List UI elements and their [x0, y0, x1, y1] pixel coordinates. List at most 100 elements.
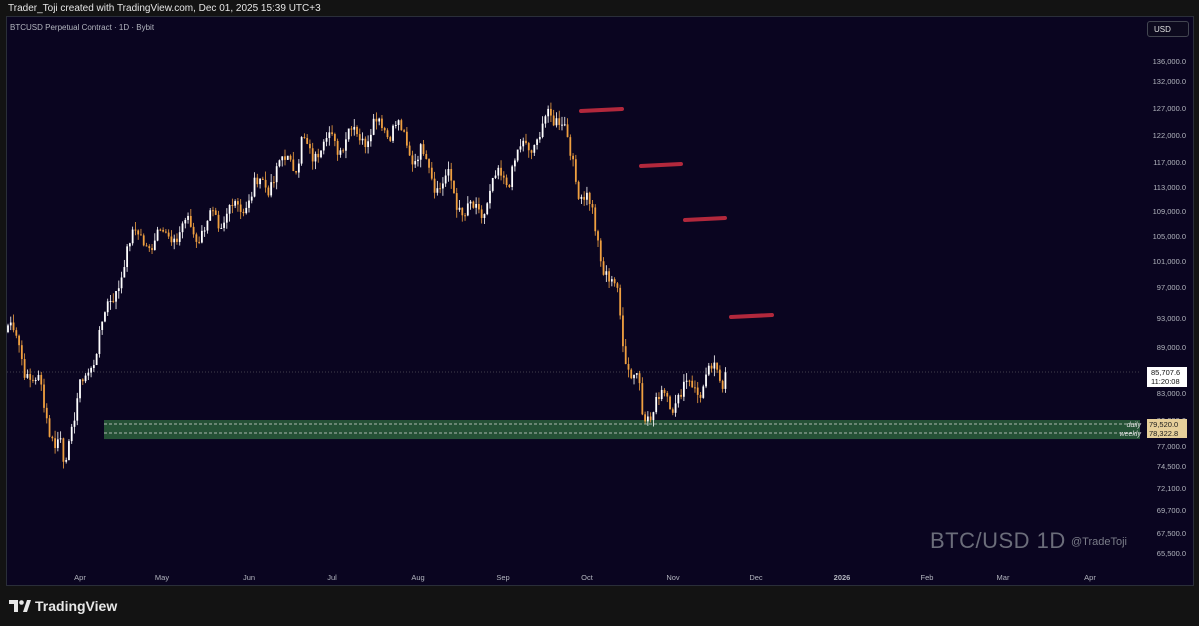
candle-body [112, 300, 115, 302]
candle-body [682, 381, 685, 397]
candle-body [223, 222, 225, 228]
candle-body [644, 414, 646, 422]
y-tick-label: 74,500.0 [1157, 462, 1186, 471]
symbol-title[interactable]: BTCUSD Perpetual Contract · 1D · Bybit [10, 23, 155, 32]
candle-body [369, 134, 372, 142]
candle-body [59, 438, 62, 440]
candle-body [605, 271, 608, 275]
candle-body [527, 143, 530, 151]
candle-body [702, 386, 705, 398]
candle-body [663, 389, 666, 394]
candle-body [525, 140, 527, 144]
candle-body [361, 138, 364, 141]
candle-body [106, 301, 109, 313]
candle-body [187, 215, 189, 220]
candle-body [176, 238, 178, 242]
candle-body [303, 137, 306, 139]
candle-body [286, 155, 289, 160]
resistance-mark [639, 162, 683, 168]
candle-body [724, 372, 727, 389]
candle-body [563, 124, 566, 126]
candle-body [184, 219, 187, 224]
candle-body [649, 416, 652, 421]
candle-body [181, 223, 184, 233]
candle-body [12, 322, 15, 331]
candle-body [616, 283, 619, 288]
candle-body [87, 372, 90, 376]
level-badge-weekly [1147, 428, 1187, 438]
y-tick-label: 69,700.0 [1157, 506, 1186, 515]
candle-body [417, 159, 419, 162]
candle-body [577, 181, 580, 199]
candle-body [705, 374, 707, 387]
x-tick-label: Apr [1084, 573, 1096, 582]
candle-body [558, 118, 561, 125]
x-tick-label: Sep [496, 573, 509, 582]
candle-body [317, 153, 320, 158]
candle-body [126, 246, 129, 268]
candle-body [26, 374, 29, 378]
candle-body [234, 201, 237, 206]
candle-body [400, 120, 403, 131]
candle-body [281, 156, 284, 161]
candle-body [248, 200, 250, 208]
x-tick-label: Jul [327, 573, 337, 582]
candle-body [422, 144, 425, 155]
candle-body [408, 145, 411, 156]
y-tick-label: 105,000.0 [1153, 232, 1186, 241]
candle-body [660, 389, 663, 400]
candle-body [131, 229, 134, 244]
candle-body [694, 387, 696, 389]
candle-body [90, 368, 92, 373]
candle-body [489, 190, 491, 204]
tradingview-logo[interactable]: TradingView [9, 598, 117, 614]
candle-body [201, 230, 203, 243]
candle-body [710, 365, 713, 369]
candle-body [613, 279, 616, 284]
x-tick-label: Jun [243, 573, 255, 582]
x-tick-label: Oct [581, 573, 594, 582]
candle-body [347, 128, 350, 140]
x-tick-label: Nov [666, 573, 680, 582]
candle-body [514, 160, 516, 167]
y-tick-label: 89,000.0 [1157, 343, 1186, 352]
candle-body [691, 380, 694, 388]
candle-body [68, 441, 70, 461]
candle-body [167, 232, 170, 237]
candle-body [597, 231, 599, 241]
last-price-value: 85,707.6 [1151, 368, 1180, 377]
x-tick-label: Mar [997, 573, 1010, 582]
candle-body [522, 140, 525, 147]
candle-body [34, 380, 37, 382]
candle-body [677, 394, 680, 404]
currency-button[interactable]: USD [1147, 21, 1189, 37]
candle-body [433, 178, 436, 193]
candle-body [65, 460, 68, 462]
x-tick-label: Feb [921, 573, 934, 582]
candle-body [142, 235, 145, 246]
candle-body [189, 215, 192, 227]
candle-body [453, 180, 455, 194]
candle-body [40, 374, 43, 385]
level-label-daily: daily [1127, 422, 1142, 429]
candle-body [680, 394, 683, 397]
y-tick-label: 97,000.0 [1157, 283, 1186, 292]
candle-body [455, 193, 458, 210]
candle-body [18, 335, 20, 346]
candle-body [491, 177, 494, 191]
candle-body [220, 227, 223, 229]
candle-body [104, 312, 106, 322]
candle-body [84, 375, 87, 382]
candle-body [716, 362, 719, 370]
candle-body [48, 418, 51, 437]
candle-body [15, 330, 18, 336]
candle-body [356, 126, 358, 135]
candle-body [134, 229, 137, 231]
candle-body [375, 118, 378, 122]
candle-body [264, 179, 267, 188]
y-tick-label: 83,000.0 [1157, 389, 1186, 398]
candle-body [270, 182, 273, 196]
candle-body [328, 132, 331, 139]
candle-body [198, 241, 201, 243]
